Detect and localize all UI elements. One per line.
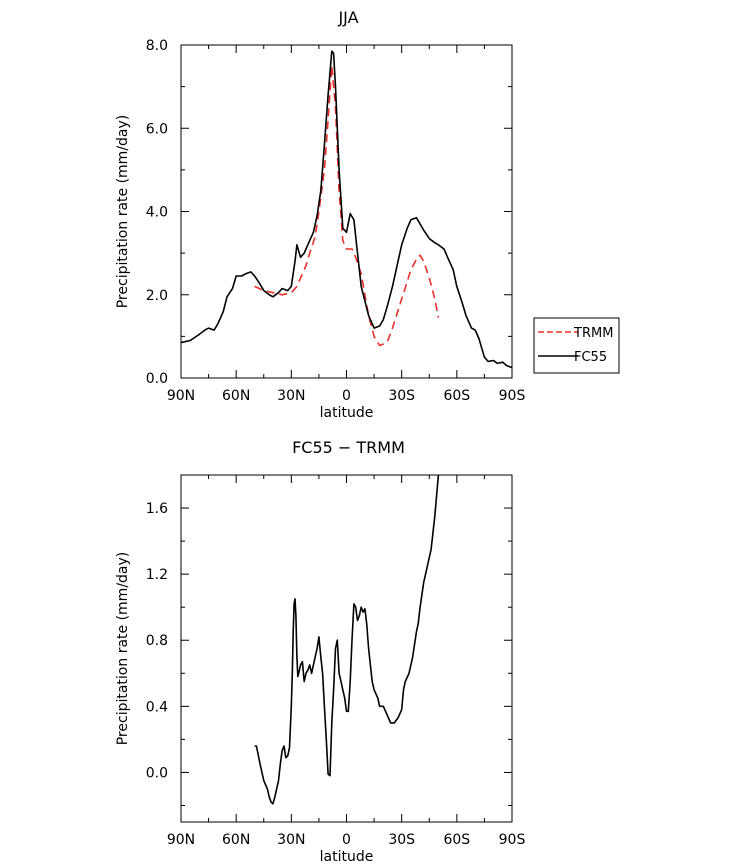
x-tick-label: 30N (277, 388, 305, 404)
chart-panel-jja: JJA 90N 60N 30N 0 30S 60S 90S 0.0 2.0 4.0 6.0 8.0 lat… (115, 8, 620, 421)
plot-frame (180, 44, 513, 379)
y-tick-label: 0.0 (146, 371, 168, 387)
y-tick-label: 1.6 (146, 501, 168, 517)
x-tick-label: 60S (443, 388, 470, 404)
y-tick-label: 1.2 (146, 567, 168, 583)
plot-frame (180, 474, 513, 823)
y-axis-title: Precipitation rate (mm/day) (115, 552, 131, 746)
legend-box (533, 317, 620, 374)
x-tick-label: 90N (167, 832, 195, 848)
y-tick-label: 0.8 (146, 633, 168, 649)
legend-label-fc55: FC55 (574, 350, 607, 365)
x-tick-label: 60S (443, 832, 470, 848)
chart-panel-difference: FC55 − TRMM 90N 60N 30N 0 30S 60S 90S 0.0 0.4 0.8 1… (115, 438, 525, 865)
x-tick-label: 30N (277, 832, 305, 848)
series-line-diff (254, 475, 440, 805)
x-tick-label: 30S (388, 388, 415, 404)
y-tick-label: 0.0 (146, 765, 168, 781)
legend: TRMM FC55 (533, 317, 620, 374)
legend-label-trmm: TRMM (573, 326, 613, 341)
x-tick-label: 90S (499, 832, 526, 848)
y-tick-label: 2.0 (146, 288, 168, 304)
x-axis-title: latitude (320, 849, 374, 865)
x-tick-label: 30S (388, 832, 415, 848)
x-tick-label: 60N (222, 832, 250, 848)
x-axis-title: latitude (320, 405, 374, 421)
y-tick-label: 8.0 (146, 38, 168, 54)
x-tick-label: 0 (342, 388, 351, 404)
x-tick-label: 90N (167, 388, 195, 404)
series-line-fc55 (181, 50, 512, 369)
y-tick-label: 6.0 (146, 121, 168, 137)
x-tick-label: 0 (342, 832, 351, 848)
chart-title: FC55 − TRMM (292, 438, 405, 457)
chart-title: JJA (337, 8, 358, 27)
y-tick-label: 0.4 (146, 699, 168, 715)
series-line-trmm (254, 65, 440, 347)
y-axis-title: Precipitation rate (mm/day) (115, 115, 131, 309)
y-tick-label: 4.0 (146, 205, 168, 221)
x-tick-label: 90S (499, 388, 526, 404)
x-tick-label: 60N (222, 388, 250, 404)
